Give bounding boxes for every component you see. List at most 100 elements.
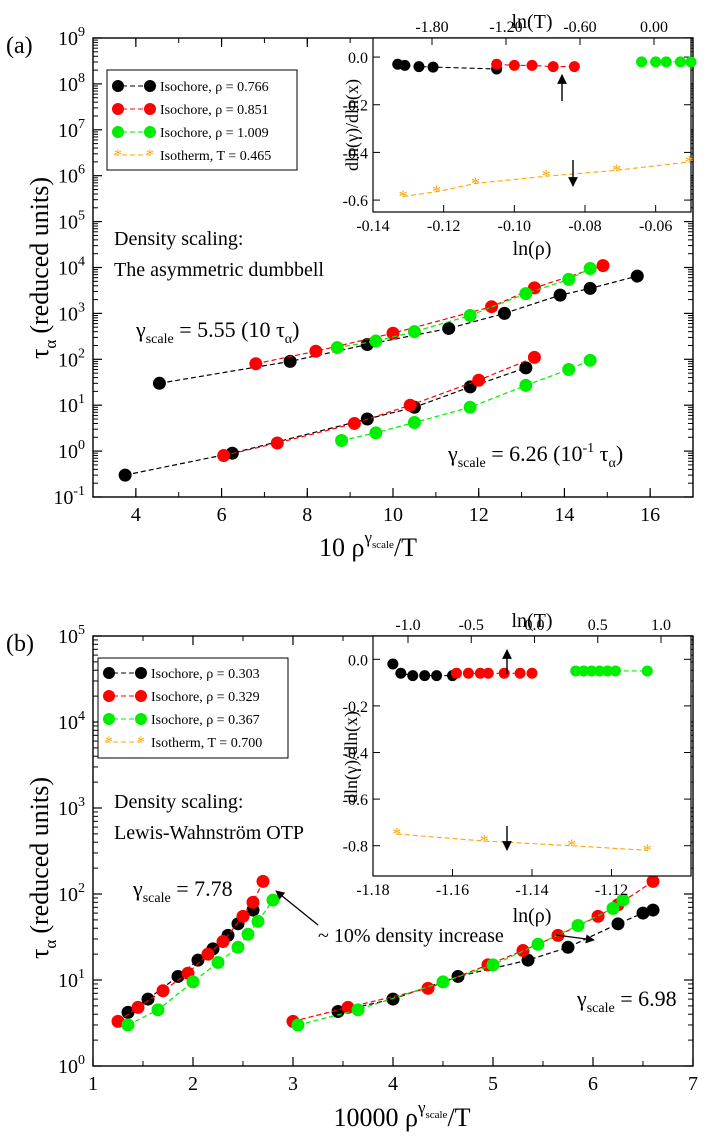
inset-star-point: * [643, 840, 652, 860]
y-tick-label: 105 [58, 209, 85, 234]
x-tick-label: 3 [288, 1073, 298, 1095]
data-point [442, 321, 456, 335]
svg-text:*: * [105, 734, 113, 751]
panel-a: (a) τα (reduced units) 10 ργscale/T 4 6 8 10… [6, 11, 697, 562]
inset-frame [372, 37, 692, 213]
panel-a-inset-ylabel: dln(γ)/dln(x) [342, 79, 363, 171]
data-point [630, 269, 644, 283]
inset-data-point [568, 61, 580, 73]
inset-data-point [586, 665, 598, 677]
inset-data-point [602, 665, 614, 677]
y-tick-label: 103 [58, 300, 85, 325]
inset-data-point [491, 58, 503, 70]
panel-a-xlabel-sup-sub: scale [372, 539, 394, 551]
panel-a-inset-xlabel: ln(ρ) [513, 238, 552, 260]
inset-x-tick-label: -0.10 [498, 218, 531, 235]
panel-b-xlabel-prefix: 10000 ρ [333, 1103, 417, 1132]
panel-a-legend-label-3: Isochore, ρ = 1.009 [160, 126, 269, 141]
panel-b-inset-ylabel: dln(γ)/dln(x) [341, 711, 362, 803]
y-tick-label: 106 [58, 163, 85, 188]
data-point [216, 935, 230, 949]
data-point [436, 975, 450, 989]
inset-data-point [685, 56, 697, 68]
inset-x-tick-label: -1.16 [436, 882, 469, 899]
data-point [486, 958, 500, 972]
panel-a-ylabel-main: τ [25, 349, 54, 359]
data-point [156, 984, 170, 998]
inset-x-tick-label: -1.12 [595, 882, 628, 899]
inset-data-point [650, 56, 662, 68]
data-point [152, 376, 166, 390]
x-tick-label: 4 [388, 1073, 398, 1095]
panel-b-inset-toplabel: ln(T) [511, 610, 552, 632]
panel-b-label: (b) [6, 631, 34, 657]
series-line [255, 265, 604, 365]
data-point [562, 362, 576, 376]
data-point [583, 353, 597, 367]
panel-b-annotation-title-1: Density scaling: [114, 791, 243, 813]
panel-a-ylabel-sub: α [41, 340, 60, 349]
data-point [646, 903, 660, 917]
inset-top-tick-label: 0.0 [525, 617, 545, 634]
data-point [497, 306, 511, 320]
data-point [171, 969, 185, 983]
panel-a-annotation-title-2: The asymmetric dumbbell [114, 259, 324, 281]
x-tick-label: 12 [469, 504, 489, 526]
panel-b-arrow-left [275, 890, 319, 926]
x-tick-label: 1 [88, 1073, 98, 1095]
inset-data-point [578, 665, 590, 677]
inset-data-point [609, 665, 621, 677]
x-tick-label: 14 [554, 504, 574, 526]
inset-data-point [674, 56, 686, 68]
inset-data-point [431, 670, 443, 682]
panel-b-inset-xlabel: ln(ρ) [513, 905, 552, 927]
panel-b-ylabel: τα (reduced units) [25, 777, 60, 959]
data-point [562, 272, 576, 286]
inset-data-point [594, 665, 606, 677]
data-point [231, 940, 245, 954]
data-point [407, 325, 421, 339]
inset-star-point: * [567, 836, 576, 856]
data-point [646, 874, 660, 888]
data-point [283, 354, 297, 368]
data-point [516, 944, 530, 958]
data-point [201, 947, 215, 961]
panel-a-ylabel-units: (reduced units) [25, 177, 54, 334]
panel-b-plot-area: 1 2 3 4 5 6 7 100 101 102 103 104 105 [58, 623, 698, 1095]
panel-b-legend-item-2: Isochore, ρ = 0.329 [103, 690, 260, 705]
panel-a-xlabel-sup: γ [363, 528, 372, 547]
y-tick-label: 102 [58, 881, 85, 906]
data-point [246, 895, 260, 909]
x-tick-label: 10 [383, 504, 403, 526]
inset-series-line [402, 161, 690, 198]
inset-data-point [636, 56, 648, 68]
data-point [249, 357, 263, 371]
data-point [347, 416, 361, 430]
inset-top-tick-label: -0.60 [563, 19, 596, 36]
series-line [223, 356, 535, 457]
panel-b-ylabel-main: τ [25, 949, 54, 959]
data-point [121, 1005, 135, 1019]
panel-a-legend-item-4: * * Isotherm, T = 0.465 [114, 147, 271, 164]
data-point [369, 426, 383, 440]
data-point [527, 350, 541, 364]
data-point [351, 1003, 365, 1017]
data-point [519, 287, 533, 301]
data-point [616, 893, 630, 907]
data-point [217, 449, 231, 463]
series-line [337, 909, 654, 1013]
inset-data-point [399, 59, 411, 71]
panel-b-legend-item-1: Isochore, ρ = 0.303 [103, 667, 260, 682]
panel-a-legend-label-2: Isochore, ρ = 0.851 [160, 103, 269, 118]
panel-a-gamma-upper: γscale = 5.55 (10 τα) [135, 317, 299, 347]
panel-b-legend-label-1: Isochore, ρ = 0.303 [151, 667, 260, 682]
data-point [251, 914, 265, 928]
inset-star-point: * [432, 182, 441, 202]
x-tick-label: 8 [302, 504, 312, 526]
panel-b-legend-item-4: * * Isotherm, T = 0.700 [105, 734, 262, 751]
inset-top-tick-label: -0.5 [459, 617, 484, 634]
x-tick-label: 4 [131, 504, 141, 526]
data-point [270, 436, 284, 450]
x-tick-label: 16 [640, 504, 660, 526]
panel-a-legend-box [106, 69, 298, 171]
